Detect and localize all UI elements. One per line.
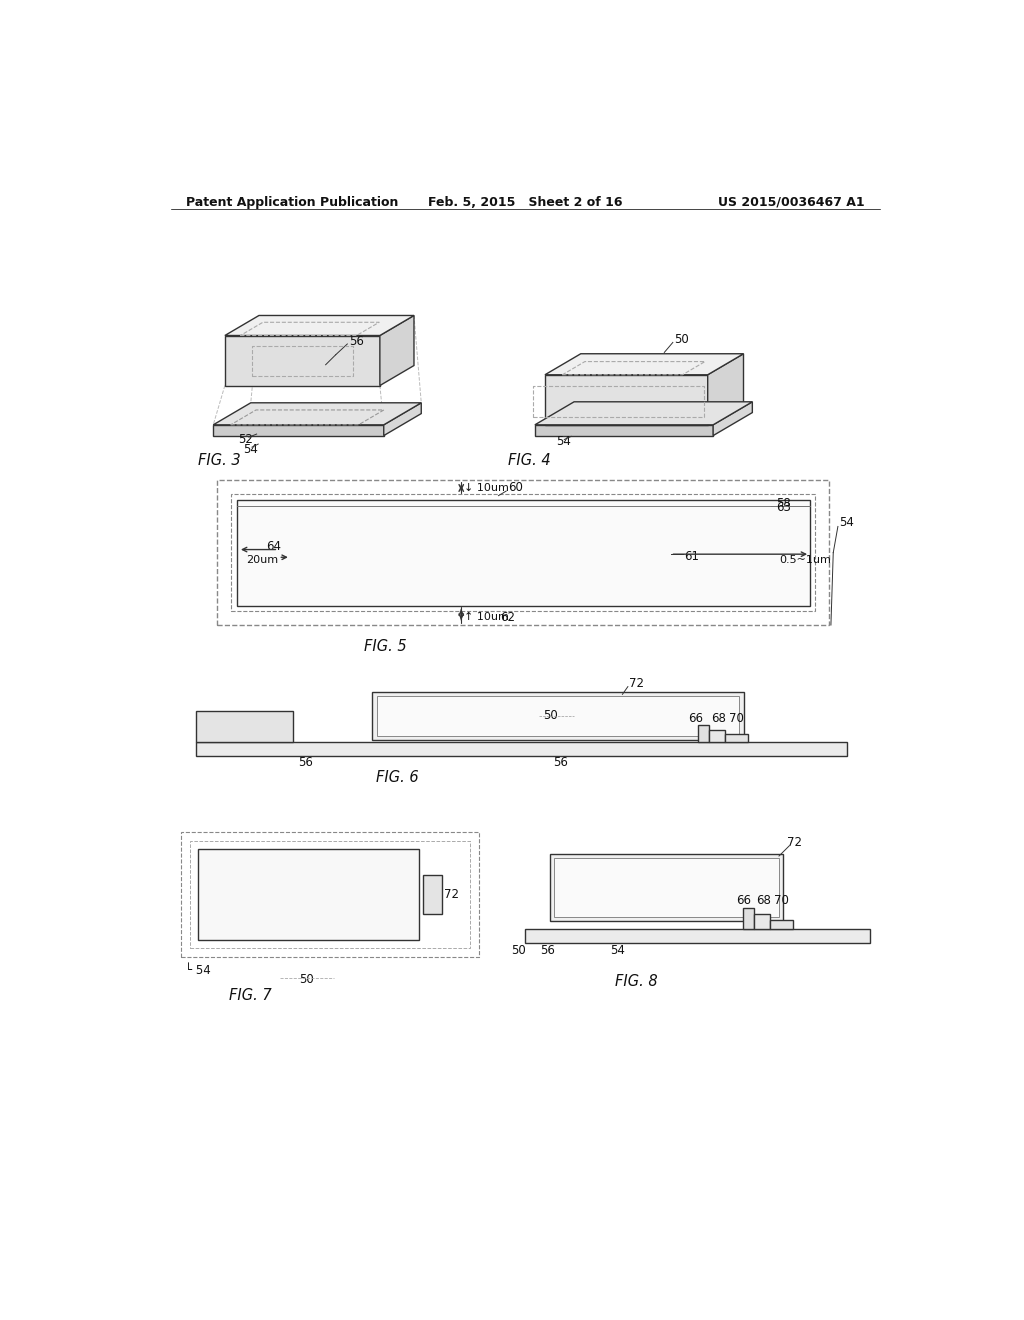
Polygon shape xyxy=(225,315,414,335)
Text: 58: 58 xyxy=(776,496,791,510)
Text: 70: 70 xyxy=(729,711,743,725)
Text: 61: 61 xyxy=(684,550,699,564)
Bar xyxy=(237,499,810,606)
Polygon shape xyxy=(380,315,414,385)
Text: Patent Application Publication: Patent Application Publication xyxy=(186,195,398,209)
Text: 72: 72 xyxy=(444,888,459,902)
Bar xyxy=(550,854,783,921)
Bar xyxy=(197,711,293,742)
Bar xyxy=(742,908,755,929)
Text: 66: 66 xyxy=(688,711,703,725)
Polygon shape xyxy=(213,403,421,425)
Text: ↑ 10um: ↑ 10um xyxy=(464,612,509,622)
Bar xyxy=(697,725,710,742)
Text: 72: 72 xyxy=(786,837,802,850)
Text: 54: 54 xyxy=(243,444,258,455)
Polygon shape xyxy=(225,335,380,385)
Bar xyxy=(554,858,779,917)
Text: 20um: 20um xyxy=(246,556,278,565)
Bar xyxy=(180,832,479,957)
Polygon shape xyxy=(545,375,708,425)
Polygon shape xyxy=(708,354,743,425)
Bar xyxy=(231,494,815,611)
Text: 68: 68 xyxy=(711,711,726,725)
Polygon shape xyxy=(213,425,384,436)
Polygon shape xyxy=(535,401,753,425)
Text: 50: 50 xyxy=(299,973,313,986)
Bar xyxy=(198,849,419,940)
Text: FIG. 6: FIG. 6 xyxy=(376,770,419,785)
Text: 70: 70 xyxy=(773,894,788,907)
Bar xyxy=(770,920,793,929)
Polygon shape xyxy=(545,354,743,375)
Text: 56: 56 xyxy=(349,335,364,348)
Text: └ 54: └ 54 xyxy=(184,964,210,977)
Bar xyxy=(725,734,748,742)
Text: FIG. 7: FIG. 7 xyxy=(228,987,271,1003)
Text: 64: 64 xyxy=(266,540,281,553)
Text: FIG. 3: FIG. 3 xyxy=(198,453,241,467)
Text: 50: 50 xyxy=(543,709,558,722)
Polygon shape xyxy=(713,401,753,436)
Text: 54: 54 xyxy=(840,516,854,529)
Text: 56: 56 xyxy=(299,756,313,770)
Bar xyxy=(755,913,770,929)
Bar xyxy=(377,696,739,737)
Bar xyxy=(524,929,869,942)
Polygon shape xyxy=(535,425,713,436)
Text: 56: 56 xyxy=(553,756,567,770)
Text: 0.5~1um: 0.5~1um xyxy=(779,556,830,565)
Text: US 2015/0036467 A1: US 2015/0036467 A1 xyxy=(718,195,864,209)
Text: 66: 66 xyxy=(736,894,752,907)
Text: 56: 56 xyxy=(541,944,555,957)
Bar xyxy=(190,841,470,948)
Polygon shape xyxy=(384,403,421,436)
Text: 62: 62 xyxy=(500,611,515,624)
Text: 54: 54 xyxy=(556,436,570,449)
Text: 68: 68 xyxy=(756,894,771,907)
Text: 54: 54 xyxy=(610,944,625,957)
Text: 52: 52 xyxy=(238,433,253,446)
Text: FIG. 4: FIG. 4 xyxy=(508,453,550,467)
Bar xyxy=(197,742,847,756)
Text: 50: 50 xyxy=(512,944,526,957)
Text: 72: 72 xyxy=(630,677,644,690)
Text: 63: 63 xyxy=(776,500,791,513)
Bar xyxy=(423,875,442,913)
Text: 50: 50 xyxy=(675,333,689,346)
Text: FIG. 5: FIG. 5 xyxy=(365,639,407,655)
Text: Feb. 5, 2015   Sheet 2 of 16: Feb. 5, 2015 Sheet 2 of 16 xyxy=(428,195,622,209)
Bar xyxy=(710,730,725,742)
Bar xyxy=(217,480,829,626)
Text: ↓ 10um: ↓ 10um xyxy=(464,483,509,492)
Bar xyxy=(372,692,744,739)
Text: 60: 60 xyxy=(508,482,522,495)
Text: FIG. 8: FIG. 8 xyxy=(614,974,657,989)
